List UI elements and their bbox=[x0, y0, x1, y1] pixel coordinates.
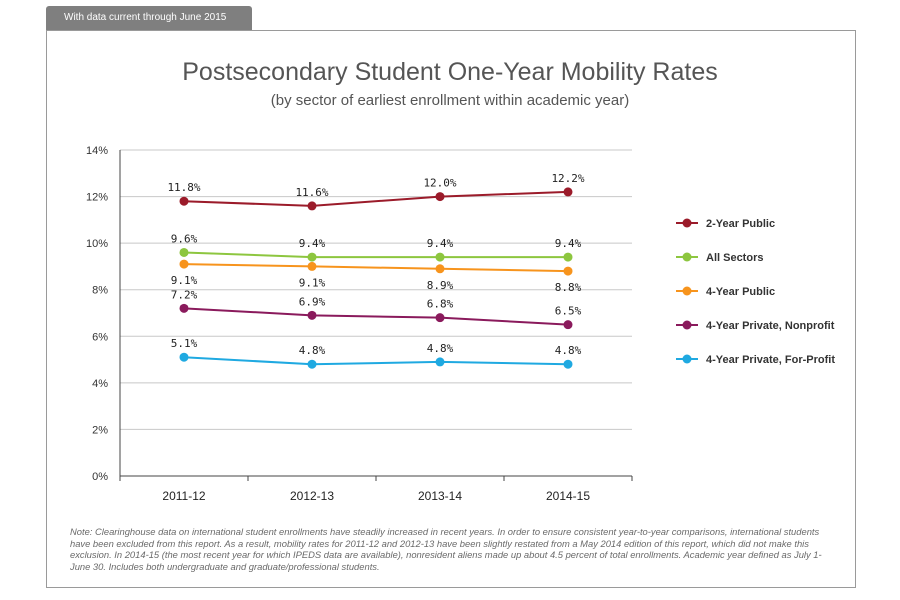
y-tick-label: 12% bbox=[86, 192, 108, 204]
data-point bbox=[307, 261, 317, 271]
data-point bbox=[307, 201, 317, 211]
data-label: 9.4% bbox=[555, 237, 582, 250]
data-point bbox=[307, 310, 317, 320]
legend-swatch-marker bbox=[682, 354, 692, 364]
data-point bbox=[563, 187, 573, 197]
legend: 2-Year Public All Sectors 4-Year Public 4-Y… bbox=[676, 218, 835, 366]
data-point bbox=[435, 192, 445, 202]
x-tick-label: 2013-14 bbox=[418, 489, 462, 503]
data-label: 5.1% bbox=[171, 337, 198, 350]
series-line bbox=[183, 190, 569, 207]
series-group: 11.8% 11.6% 12.0% 12.2% 9.6% 9.4% 9.4% 9.4% 9.1%… bbox=[167, 172, 585, 369]
y-tick-label: 10% bbox=[86, 238, 108, 250]
footnote: Note: Clearinghouse data on internationa… bbox=[70, 526, 822, 572]
series-line bbox=[183, 251, 568, 259]
data-label: 9.1% bbox=[171, 274, 198, 287]
gridlines bbox=[120, 149, 632, 430]
data-label: 6.8% bbox=[427, 298, 454, 311]
data-point bbox=[563, 359, 573, 369]
series-line bbox=[183, 307, 569, 326]
data-point bbox=[563, 252, 573, 262]
data-label: 4.8% bbox=[555, 344, 582, 357]
x-axis: 2011-12 2012-13 2013-14 2014-15 bbox=[119, 475, 633, 503]
legend-swatch-marker bbox=[682, 320, 692, 330]
y-axis: 0% 2% 4% 6% 8% 10% 12% 14% bbox=[86, 145, 121, 483]
chart-frame bbox=[46, 30, 856, 588]
legend-swatch-marker bbox=[682, 218, 692, 228]
data-point bbox=[179, 196, 189, 206]
data-label: 9.4% bbox=[427, 237, 454, 250]
data-label: 7.2% bbox=[171, 288, 198, 301]
data-label: 4.8% bbox=[299, 344, 326, 357]
data-label: 12.2% bbox=[551, 172, 584, 185]
y-tick-label: 14% bbox=[86, 145, 108, 157]
y-tick-label: 4% bbox=[92, 378, 108, 390]
data-point bbox=[435, 264, 445, 274]
legend-swatch-marker bbox=[682, 286, 692, 296]
legend-swatch-marker bbox=[682, 252, 692, 262]
data-point bbox=[179, 303, 189, 313]
data-label: 11.8% bbox=[167, 181, 200, 194]
x-tick-label: 2011-12 bbox=[162, 489, 205, 503]
legend-label: 2-Year Public bbox=[706, 218, 775, 230]
y-tick-label: 0% bbox=[92, 471, 108, 483]
chart-title: Postsecondary Student One-Year Mobility … bbox=[182, 58, 718, 86]
data-point bbox=[307, 252, 317, 262]
x-tick-label: 2014-15 bbox=[546, 489, 590, 503]
data-point bbox=[435, 357, 445, 367]
data-currency-tag: With data current through June 2015 bbox=[46, 6, 252, 30]
legend-label: 4-Year Private, For-Profit bbox=[706, 354, 835, 366]
data-label: 9.4% bbox=[299, 237, 326, 250]
legend-label: 4-Year Private, Nonprofit bbox=[706, 320, 835, 332]
data-point bbox=[563, 320, 573, 330]
data-point bbox=[563, 266, 573, 276]
data-point bbox=[179, 247, 189, 257]
data-point bbox=[179, 259, 189, 269]
y-tick-label: 8% bbox=[92, 285, 108, 297]
data-point bbox=[307, 359, 317, 369]
data-label: 6.5% bbox=[555, 305, 582, 318]
series-line bbox=[183, 263, 569, 273]
data-label: 4.8% bbox=[427, 342, 454, 355]
data-label: 8.9% bbox=[427, 279, 454, 292]
x-tick-label: 2012-13 bbox=[290, 489, 334, 503]
data-point bbox=[435, 313, 445, 323]
chart-subtitle: (by sector of earliest enrollment within… bbox=[270, 92, 630, 109]
data-label: 9.6% bbox=[171, 232, 198, 245]
legend-label: All Sectors bbox=[706, 252, 763, 264]
data-label: 8.8% bbox=[555, 281, 582, 294]
series-line bbox=[183, 356, 569, 366]
y-tick-label: 6% bbox=[92, 331, 108, 343]
data-label: 11.6% bbox=[295, 186, 328, 199]
data-label: 9.1% bbox=[299, 276, 326, 289]
data-label: 12.0% bbox=[423, 177, 456, 190]
y-tick-label: 2% bbox=[92, 424, 108, 436]
data-label: 6.9% bbox=[299, 295, 326, 308]
legend-label: 4-Year Public bbox=[706, 286, 775, 298]
data-point bbox=[179, 352, 189, 362]
data-point bbox=[435, 252, 445, 262]
